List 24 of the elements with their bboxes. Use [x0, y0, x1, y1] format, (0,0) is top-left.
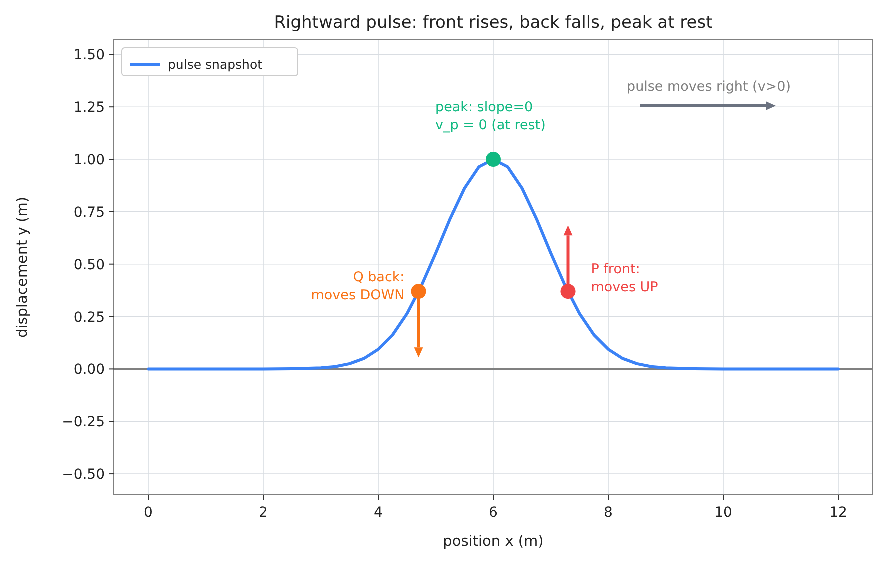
y-tick-label: 0.75 — [74, 204, 105, 221]
x-tick-label: 4 — [374, 505, 384, 521]
annotation: P front: moves UP — [591, 262, 658, 296]
legend-label: pulse snapshot — [168, 57, 263, 72]
y-tick-label: −0.25 — [62, 414, 105, 431]
x-tick-label: 12 — [830, 505, 848, 521]
x-tick-label: 8 — [604, 505, 613, 521]
annotation: peak: slope=0 v_p = 0 (at rest) — [436, 100, 546, 134]
y-tick-label: 0.50 — [74, 257, 105, 274]
x-tick-label: 0 — [144, 505, 153, 521]
y-axis-title: displacement y (m) — [15, 197, 31, 338]
x-axis-title: position x (m) — [443, 534, 544, 550]
y-tick-label: 0.00 — [74, 362, 105, 378]
y-tick-label: 1.50 — [74, 48, 105, 64]
chart-title: Rightward pulse: front rises, back falls, peak at rest — [274, 13, 714, 33]
x-tick-label: 6 — [489, 505, 498, 521]
y-tick-label: 1.00 — [74, 152, 105, 169]
y-tick-label: 0.25 — [74, 310, 105, 326]
annotation: Q back: moves DOWN — [311, 270, 405, 304]
x-tick-label: 10 — [714, 505, 732, 521]
y-tick-label: −0.50 — [62, 467, 105, 484]
y-tick-label: 1.25 — [74, 100, 105, 116]
x-tick-label: 2 — [259, 505, 268, 521]
annotation: pulse moves right (v>0) — [627, 79, 791, 95]
